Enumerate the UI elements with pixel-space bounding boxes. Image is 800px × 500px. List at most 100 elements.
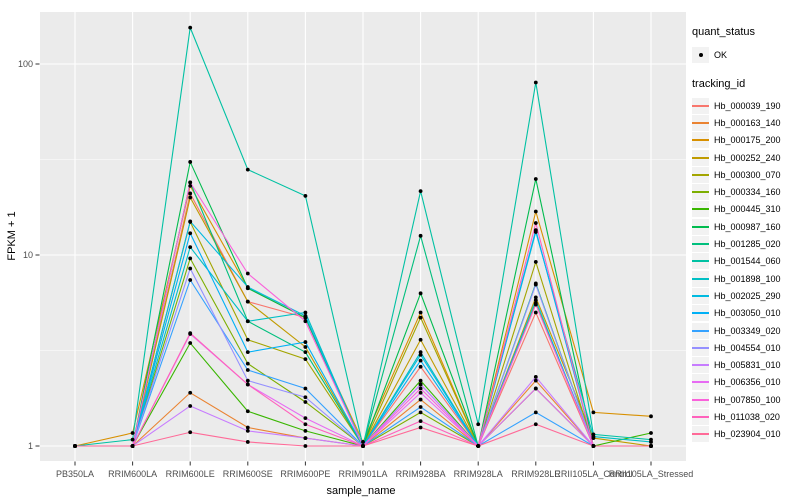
legend-item-Hb_011038_020: Hb_011038_020 [692, 408, 798, 425]
data-point [303, 310, 308, 315]
data-point [303, 350, 308, 355]
data-point [533, 282, 538, 287]
legend-item-label: Hb_000252_240 [714, 152, 781, 163]
line-swatch [692, 253, 709, 270]
line-swatch-color [692, 415, 709, 418]
x-tick-label: PB350LA [56, 469, 94, 479]
data-point [303, 357, 308, 362]
data-point [188, 180, 193, 185]
legend-item-Hb_000300_070: Hb_000300_070 [692, 166, 798, 183]
legend-item-Hb_000163_140: Hb_000163_140 [692, 114, 798, 131]
data-point [476, 422, 481, 427]
data-point [303, 400, 308, 404]
data-point [303, 345, 308, 349]
x-tick-label: RRIM600SE [223, 469, 273, 479]
data-point [418, 233, 423, 238]
data-point [418, 386, 423, 391]
data-point [533, 375, 538, 379]
data-point [418, 315, 423, 320]
data-point [418, 419, 423, 424]
line-swatch [692, 97, 709, 114]
data-point [303, 193, 308, 198]
data-point [533, 310, 538, 315]
data-point [303, 428, 308, 433]
data-point [361, 440, 365, 444]
y-tick-label: 100 [18, 59, 33, 69]
data-point [188, 256, 193, 261]
legend-item-Hb_000445_310: Hb_000445_310 [692, 201, 798, 218]
line-swatch-color [692, 398, 709, 401]
data-point [188, 341, 193, 345]
data-point [418, 337, 423, 342]
legend-item-Hb_000175_200: Hb_000175_200 [692, 132, 798, 149]
data-point [245, 361, 250, 366]
data-point [245, 350, 250, 355]
data-point [649, 414, 653, 419]
line-swatch-color [692, 294, 709, 297]
data-point [533, 298, 538, 303]
data-point [649, 444, 653, 448]
line-swatch [692, 322, 709, 339]
data-point [591, 410, 596, 415]
data-point [591, 434, 596, 439]
legend-item-label: Hb_001285_020 [714, 239, 781, 250]
legend-item-label: Hb_000334_160 [714, 187, 781, 198]
legend-item-Hb_001285_020: Hb_001285_020 [692, 235, 798, 253]
legend-item-label: Hb_000987_160 [714, 221, 781, 232]
legend-item-label: Hb_005831_010 [714, 360, 781, 371]
data-point [188, 25, 193, 30]
legend-item-Hb_002025_290: Hb_002025_290 [692, 287, 798, 304]
data-point [533, 260, 538, 264]
data-point [303, 319, 308, 324]
data-point [245, 285, 250, 289]
data-point [361, 444, 365, 448]
data-point [303, 416, 308, 420]
legend-item-Hb_000334_160: Hb_000334_160 [692, 183, 798, 201]
data-point [245, 368, 250, 372]
data-point [188, 390, 193, 395]
data-point [188, 219, 193, 224]
x-tick-label: RRIM901LA [338, 469, 387, 479]
data-point [418, 352, 423, 357]
legend-item-label: Hb_000039_190 [714, 100, 781, 111]
data-point [418, 410, 423, 415]
data-point [418, 350, 423, 355]
line-swatch-color [692, 243, 709, 246]
data-point [188, 195, 193, 200]
line-swatch [692, 218, 709, 235]
data-point [303, 340, 308, 344]
data-point [188, 191, 193, 196]
data-point [418, 405, 423, 409]
data-point [188, 160, 193, 164]
line-swatch [692, 201, 709, 218]
data-point [418, 364, 423, 369]
line-swatch-color [692, 312, 709, 315]
legend-item-label: OK [714, 50, 728, 60]
data-point [303, 313, 308, 318]
point-icon [698, 53, 703, 57]
data-point [418, 310, 423, 315]
data-point [591, 444, 596, 448]
data-point [533, 410, 538, 415]
legend-title-quant-status: quant_status [692, 26, 755, 38]
line-swatch-color [692, 173, 709, 176]
line-swatch [692, 270, 709, 287]
line-swatch [692, 339, 709, 356]
legend-item-label: Hb_003349_020 [714, 325, 781, 336]
data-point [130, 437, 135, 442]
data-point [418, 397, 423, 402]
line-swatch-color [692, 156, 709, 159]
line-swatch [692, 132, 709, 149]
legend-item-ok: OK [692, 45, 798, 65]
data-point [533, 295, 538, 300]
legend-item-Hb_001544_060: Hb_001544_060 [692, 253, 798, 270]
legend-item-Hb_000987_160: Hb_000987_160 [692, 218, 798, 235]
legend-item-Hb_000252_240: Hb_000252_240 [692, 149, 798, 166]
line-swatch-color [692, 260, 709, 263]
data-point [245, 167, 250, 172]
x-tick-label: RRII105LA_Stressed [609, 469, 694, 479]
data-point [188, 184, 193, 188]
data-point [418, 291, 423, 296]
legend-item-label: Hb_007850_100 [714, 394, 781, 405]
